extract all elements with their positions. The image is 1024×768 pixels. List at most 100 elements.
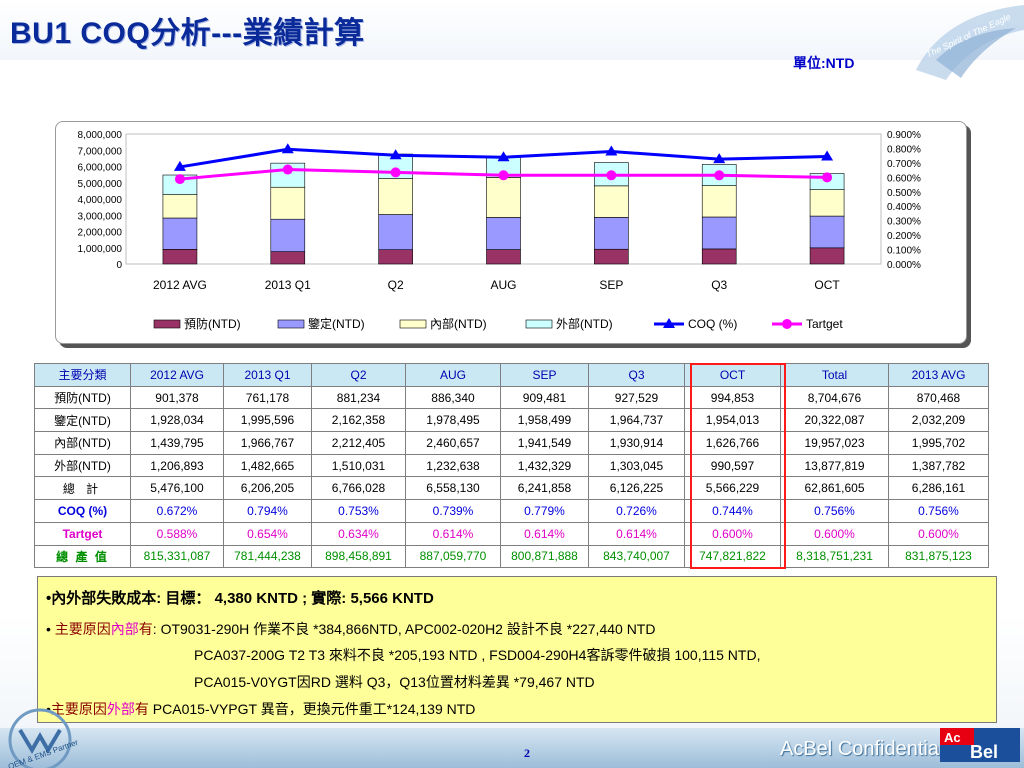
table-cell: 2,032,209 xyxy=(888,408,989,433)
table-header-cell: 2012 AVG xyxy=(130,363,224,387)
table-cell: 0.614% xyxy=(500,521,589,546)
table-cell: 6,241,858 xyxy=(500,476,589,501)
table-cell: 1,995,702 xyxy=(888,431,989,455)
line-point-triangle xyxy=(173,160,186,171)
note-internal-detail-2: PCA037-200G T2 T3 來料不良 *205,193 NTD , FS… xyxy=(194,647,761,663)
line-point-triangle xyxy=(605,145,618,156)
table-cell: 881,234 xyxy=(311,385,406,410)
right-axis-tick-label: 0.400% xyxy=(887,202,921,213)
table-cell: 843,740,007 xyxy=(588,544,685,569)
page-title: BU1 COQ分析---業績計算 xyxy=(10,17,365,50)
table-cell: 1,387,782 xyxy=(888,453,989,478)
category-tick-label: SEP xyxy=(599,278,623,292)
line-point-circle xyxy=(714,170,725,181)
table-cell: 5,566,229 xyxy=(684,476,781,501)
table-header-cell: Q2 xyxy=(311,363,406,387)
table-row: 總 計 5,476,100 6,206,205 6,766,028 6,558,130 6… xyxy=(34,476,989,501)
table-cell: 1,482,665 xyxy=(223,453,312,478)
left-axis-tick-label: 4,000,000 xyxy=(78,195,123,206)
table-cell: 1,995,596 xyxy=(223,408,312,433)
legend-label: Tartget xyxy=(806,317,843,331)
note-reason-prefix: 主要原因 xyxy=(50,701,107,717)
table-cell: 0.600% xyxy=(888,521,989,546)
table-cell: 909,481 xyxy=(500,385,589,410)
legend-swatch xyxy=(153,319,181,329)
table-row-label: 內部(NTD) xyxy=(34,431,131,455)
table-row-label: Tartget xyxy=(34,521,131,546)
legend-swatch xyxy=(399,319,427,329)
table-cell: 1,966,767 xyxy=(223,431,312,455)
table-row: 鑒定(NTD) 1,928,034 1,995,596 2,162,358 1,978,… xyxy=(34,408,989,433)
partner-logo: OEM & EMS Partner xyxy=(7,708,80,768)
bar-segment xyxy=(594,217,629,250)
note-reason-external: 外部 xyxy=(106,701,135,717)
table-row-label: 預防(NTD) xyxy=(34,385,131,410)
coq-table: 主要分類 2012 AVG 2013 Q1 Q2 AUG SEP Q3 OCT Total 201… xyxy=(34,363,989,569)
table-cell: 20,322,087 xyxy=(780,408,889,433)
acbel-logo-bel: Bel xyxy=(970,742,998,762)
table-cell: 6,126,225 xyxy=(588,476,685,501)
table-cell: 6,286,161 xyxy=(888,476,989,501)
note-reason-suffix: 有 xyxy=(138,621,153,637)
table-cell: 0.779% xyxy=(500,499,589,523)
bar-segment xyxy=(809,215,845,249)
category-tick-label: 2013 Q1 xyxy=(265,278,311,292)
table-cell: 0.588% xyxy=(130,521,224,546)
acbel-logo: Ac Bel xyxy=(940,728,1020,762)
note-external-reason: •主要原因外部有 PCA015-VYPGT 異音，更換元件重工*124,139 … xyxy=(46,695,475,723)
coq-chart: 8,000,000 7,000,000 6,000,000 5,000,000 4,00… xyxy=(78,130,922,331)
table-cell: 1,626,766 xyxy=(684,431,781,455)
table-header-row: 主要分類 2012 AVG 2013 Q1 Q2 AUG SEP Q3 OCT Total 201… xyxy=(34,363,989,387)
note-reason-detail: : OT9031-290H 作業不良 *384,866NTD, APC002-0… xyxy=(152,621,656,637)
legend-swatch xyxy=(277,319,305,329)
table-header-cell: OCT xyxy=(684,363,781,387)
right-axis-tick-label: 0.700% xyxy=(887,159,921,170)
bar-segment xyxy=(701,185,737,218)
note-reason-prefix: 主要原因 xyxy=(54,621,111,637)
note-bullet: • xyxy=(46,621,55,637)
table-cell: 0.744% xyxy=(684,499,781,523)
table-cell: 0.614% xyxy=(405,521,501,546)
line-point-triangle xyxy=(389,149,402,160)
table-header-cell: SEP xyxy=(500,363,589,387)
right-axis-tick-label: 0.300% xyxy=(887,217,921,228)
bar-segment xyxy=(378,178,413,215)
left-axis-tick-label: 8,000,000 xyxy=(78,130,123,141)
table-cell: 1,439,795 xyxy=(130,431,224,455)
page-number: 2 xyxy=(524,746,530,760)
table-cell: 0.756% xyxy=(888,499,989,523)
acbel-logo-ac: Ac xyxy=(944,730,961,745)
table-cell: 0.634% xyxy=(311,521,406,546)
left-axis-tick-label: 3,000,000 xyxy=(78,211,123,222)
footer-band xyxy=(0,728,1024,768)
notes-box: •內外部失敗成本: 目標： 4,380 KNTD ; 實際: 5,566 KNT… xyxy=(37,576,997,723)
line-point-circle xyxy=(390,167,401,178)
header-band xyxy=(0,0,1024,60)
bar-segment xyxy=(701,216,737,250)
table-cell: 13,877,819 xyxy=(780,453,889,478)
table-cell: 886,340 xyxy=(405,385,501,410)
table-row: 內部(NTD) 1,439,795 1,966,767 2,212,405 2,460,… xyxy=(34,431,989,455)
legend-marker xyxy=(663,318,675,328)
note-reason-internal: 內部 xyxy=(110,621,139,637)
left-axis-tick-label: 7,000,000 xyxy=(78,146,123,157)
note-reason-suffix: 有 xyxy=(134,701,149,717)
note-internal-detail-3: PCA015-V0YGT因RD 選料 Q3，Q13位置材料差異 *79,467 … xyxy=(194,674,595,690)
category-tick-label: OCT xyxy=(814,278,840,292)
bar-segment xyxy=(162,217,198,250)
bar-segment xyxy=(486,249,521,265)
legend-label: 鑒定(NTD) xyxy=(308,316,365,331)
line-point-triangle xyxy=(821,150,834,161)
table-cell: 2,212,405 xyxy=(311,431,406,455)
bar-segment xyxy=(270,186,306,220)
table-cell: 901,378 xyxy=(130,385,224,410)
line-point-circle xyxy=(606,170,617,181)
line-point-triangle xyxy=(713,153,726,164)
chart-panel: 8,000,000 7,000,000 6,000,000 5,000,000 4,00… xyxy=(55,121,967,344)
legend-label: 預防(NTD) xyxy=(184,316,241,331)
left-axis-tick-label: 5,000,000 xyxy=(78,179,123,190)
table-row: Tartget 0.588% 0.654% 0.634% 0.614% 0.614% 0.6… xyxy=(34,521,989,546)
table-cell: 0.756% xyxy=(780,499,889,523)
right-axis-tick-label: 0.200% xyxy=(887,231,921,242)
table-cell: 1,432,329 xyxy=(500,453,589,478)
